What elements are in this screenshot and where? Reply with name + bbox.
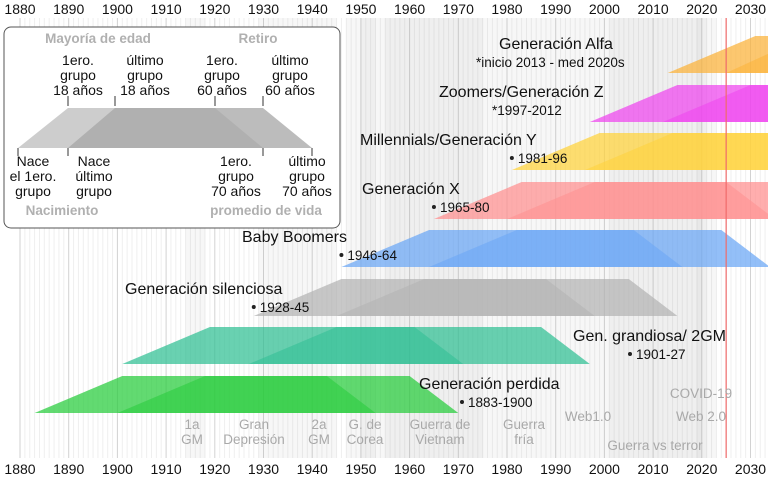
legend-lower-caption-0: Nace el 1ero. grupo [10, 153, 57, 199]
generation-name-7: Generación perdida [419, 376, 560, 393]
legend-lower-caption-3: último grupo 70 años [282, 153, 332, 199]
year-axes: 1880 1880 1890 1890 1900 1900 1910 1910 1920 1920… [4, 1, 766, 477]
generation-bar-core-1 [662, 85, 768, 122]
generation-start-dot-7 [460, 400, 464, 404]
generation-name-0: Generación Alfa [499, 36, 613, 53]
event-labels: 1a GM Gran Depresión 2a GM G. de Corea Guerra de… [181, 386, 732, 453]
generation-trapezoids [34, 18, 768, 458]
generation-bar-core-5 [336, 279, 595, 316]
generation-years-6: 1901-27 [636, 347, 686, 362]
top-axis-tick-11: 1990 [540, 1, 571, 17]
legend-upper-caption-0: 1ero. grupo 18 años [53, 52, 103, 98]
top-axis-tick-6: 1940 [297, 1, 328, 17]
legend-box: Mayoría de edad Retiro Nacimiento promedio … [3, 26, 341, 229]
generation-start-dot-4 [339, 253, 344, 257]
legend-upper-caption-3: último grupo 60 años [265, 52, 315, 98]
bottom-axis-tick-8: 1960 [394, 461, 425, 477]
top-axis-tick-0: 1880 [4, 1, 35, 17]
generation-bar-core-3 [507, 182, 768, 219]
event-label-4: Guerra de Vietnam [410, 417, 471, 447]
event-label-3: G. de Corea [347, 417, 384, 447]
generation-start-dot-3 [431, 205, 436, 209]
generation-labels: Generación Alfa *inicio 2013 - med 2020s Z… [125, 36, 726, 410]
top-axis-tick-8: 1960 [394, 1, 425, 17]
generation-years-0: *inicio 2013 - med 2020s [476, 55, 625, 70]
generation-name-6: Gen. grandiosa/ 2GM [573, 328, 726, 345]
bottom-axis-tick-12: 2000 [589, 461, 620, 477]
event-label-8: COVID-19 [670, 386, 732, 401]
bottom-axis-tick-13: 2010 [638, 461, 669, 477]
legend-trapezoid-inner [68, 108, 312, 148]
legend-upper-caption-2: 1ero. grupo 60 años [197, 52, 247, 98]
generation-bar-core-6 [248, 327, 464, 364]
bottom-axis-tick-14: 2020 [686, 461, 717, 477]
legend-top-label-0: Mayoría de edad [45, 31, 151, 46]
generation-years-2: 1981-96 [518, 151, 568, 166]
generation-bar-core-0 [726, 53, 768, 73]
bottom-axis-tick-11: 1990 [540, 461, 571, 477]
generation-name-3: Generación X [362, 181, 460, 198]
generation-bar-core-7 [117, 376, 376, 413]
event-label-6: Web1.0 [565, 409, 611, 424]
event-label-7: Web 2.0 [676, 409, 726, 424]
legend-lower-caption-1: Nace último grupo [75, 153, 113, 199]
bottom-axis-tick-9: 1970 [443, 461, 474, 477]
event-label-0: 1a GM [181, 417, 203, 447]
bottom-axis-tick-15: 2030 [735, 461, 766, 477]
top-axis-tick-3: 1910 [151, 1, 182, 17]
bottom-axis-tick-2: 1900 [102, 461, 133, 477]
top-axis-tick-13: 2010 [638, 1, 669, 17]
event-label-1: Gran Depresión [223, 417, 285, 447]
top-axis-tick-14: 2020 [686, 1, 717, 17]
generation-years-3: 1965-80 [440, 200, 490, 215]
event-label-9: Guerra vs terror [607, 438, 703, 453]
generation-start-dot-6 [628, 352, 632, 356]
generation-name-1: Zoomers/Generación Z [439, 84, 604, 101]
generation-start-dot-5 [251, 305, 256, 309]
legend-upper-caption-1: último grupo 18 años [120, 52, 170, 98]
legend-top-label-1: Retiro [238, 31, 277, 46]
bottom-axis-tick-10: 1980 [491, 461, 522, 477]
top-axis-tick-2: 1900 [102, 1, 133, 17]
generation-start-dot-2 [509, 156, 514, 160]
top-axis-tick-5: 1930 [248, 1, 279, 17]
bottom-axis-tick-3: 1910 [151, 461, 182, 477]
bottom-axis-tick-5: 1930 [248, 461, 279, 477]
top-axis-tick-15: 2030 [735, 1, 766, 17]
generation-name-4: Baby Boomers [242, 229, 347, 246]
generation-years-5: 1928-45 [260, 300, 310, 315]
legend-bottom-label-1: promedio de vida [210, 203, 322, 218]
top-axis-tick-4: 1920 [199, 1, 230, 17]
top-axis-tick-12: 2000 [589, 1, 620, 17]
generation-bar-core-4 [429, 230, 683, 267]
top-axis-tick-1: 1890 [53, 1, 84, 17]
generation-years-1: *1997-2012 [492, 103, 562, 118]
generation-years-7: 1883-1900 [468, 395, 533, 410]
generation-name-2: Millennials/Generación Y [360, 132, 537, 149]
legend-lower-caption-2: 1ero. grupo 70 años [211, 153, 261, 199]
generation-years-4: 1946-64 [347, 248, 397, 263]
legend-bottom-label-0: Nacimiento [26, 203, 99, 218]
bottom-axis-tick-0: 1880 [4, 461, 35, 477]
bottom-axis-tick-6: 1940 [297, 461, 328, 477]
bottom-axis-tick-7: 1950 [345, 461, 376, 477]
generation-bar-0 [667, 36, 768, 73]
bottom-axis-tick-4: 1920 [199, 461, 230, 477]
top-axis-tick-10: 1980 [491, 1, 522, 17]
generation-bar-core-2 [584, 133, 768, 170]
event-label-5: Guerra fría [503, 417, 546, 447]
top-axis-tick-7: 1950 [345, 1, 376, 17]
top-axis-tick-9: 1970 [443, 1, 474, 17]
bottom-axis-tick-1: 1890 [53, 461, 84, 477]
event-label-2: 2a GM [308, 417, 330, 447]
generation-name-5: Generación silenciosa [125, 281, 283, 298]
